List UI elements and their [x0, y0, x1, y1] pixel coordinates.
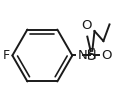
Text: O: O	[81, 19, 91, 32]
Text: S: S	[87, 48, 96, 63]
Text: NH: NH	[77, 49, 97, 62]
Text: F: F	[2, 49, 10, 62]
Text: O: O	[101, 49, 112, 62]
